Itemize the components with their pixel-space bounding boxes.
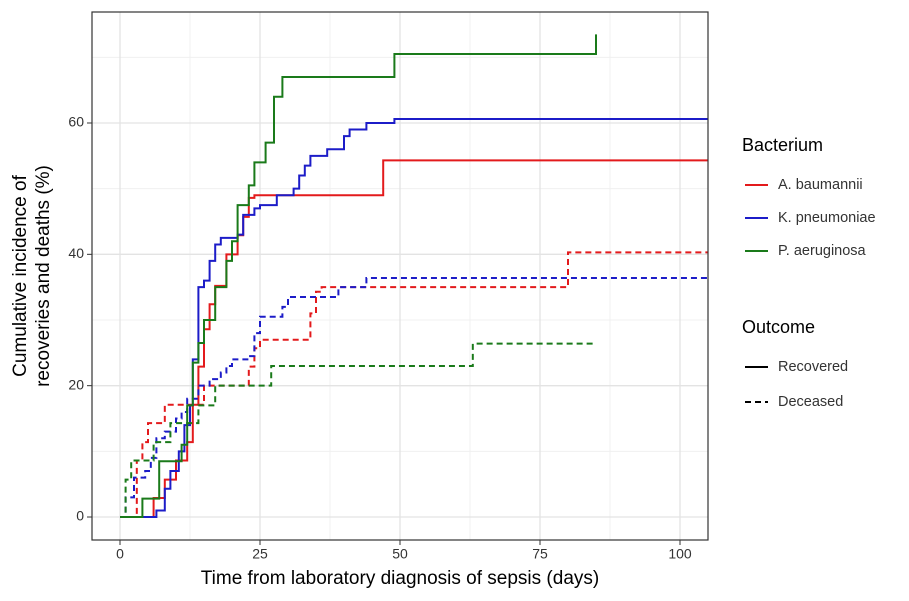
legend-label: A. baumannii bbox=[778, 177, 863, 193]
step-line bbox=[120, 342, 596, 519]
x-tick-label: 50 bbox=[392, 546, 408, 562]
step-line bbox=[120, 34, 597, 519]
y-tick-label: 40 bbox=[68, 245, 84, 261]
x-tick-label: 0 bbox=[116, 546, 124, 562]
legend-title: Bacterium bbox=[742, 135, 823, 155]
x-tick-label: 100 bbox=[668, 546, 692, 562]
y-axis-label: recoveries and deaths (%) bbox=[33, 165, 54, 387]
step-line bbox=[120, 251, 708, 519]
step-line bbox=[120, 276, 708, 519]
x-tick-label: 75 bbox=[532, 546, 548, 562]
legend-title: Outcome bbox=[742, 317, 815, 337]
x-axis-label: Time from laboratory diagnosis of sepsis… bbox=[201, 568, 599, 589]
legend-label: K. pneumoniae bbox=[778, 210, 876, 226]
y-axis-label: Cumulative incidence of bbox=[10, 174, 31, 376]
legend-label: P. aeruginosa bbox=[778, 243, 867, 259]
step-line bbox=[120, 118, 708, 519]
y-tick-label: 20 bbox=[68, 376, 84, 392]
step-line bbox=[120, 159, 708, 519]
y-tick-label: 60 bbox=[68, 114, 84, 130]
y-tick-label: 0 bbox=[76, 508, 84, 524]
legend-label: Deceased bbox=[778, 394, 843, 410]
legend-label: Recovered bbox=[778, 359, 848, 375]
plot-border bbox=[91, 11, 709, 541]
x-tick-label: 25 bbox=[252, 546, 268, 562]
